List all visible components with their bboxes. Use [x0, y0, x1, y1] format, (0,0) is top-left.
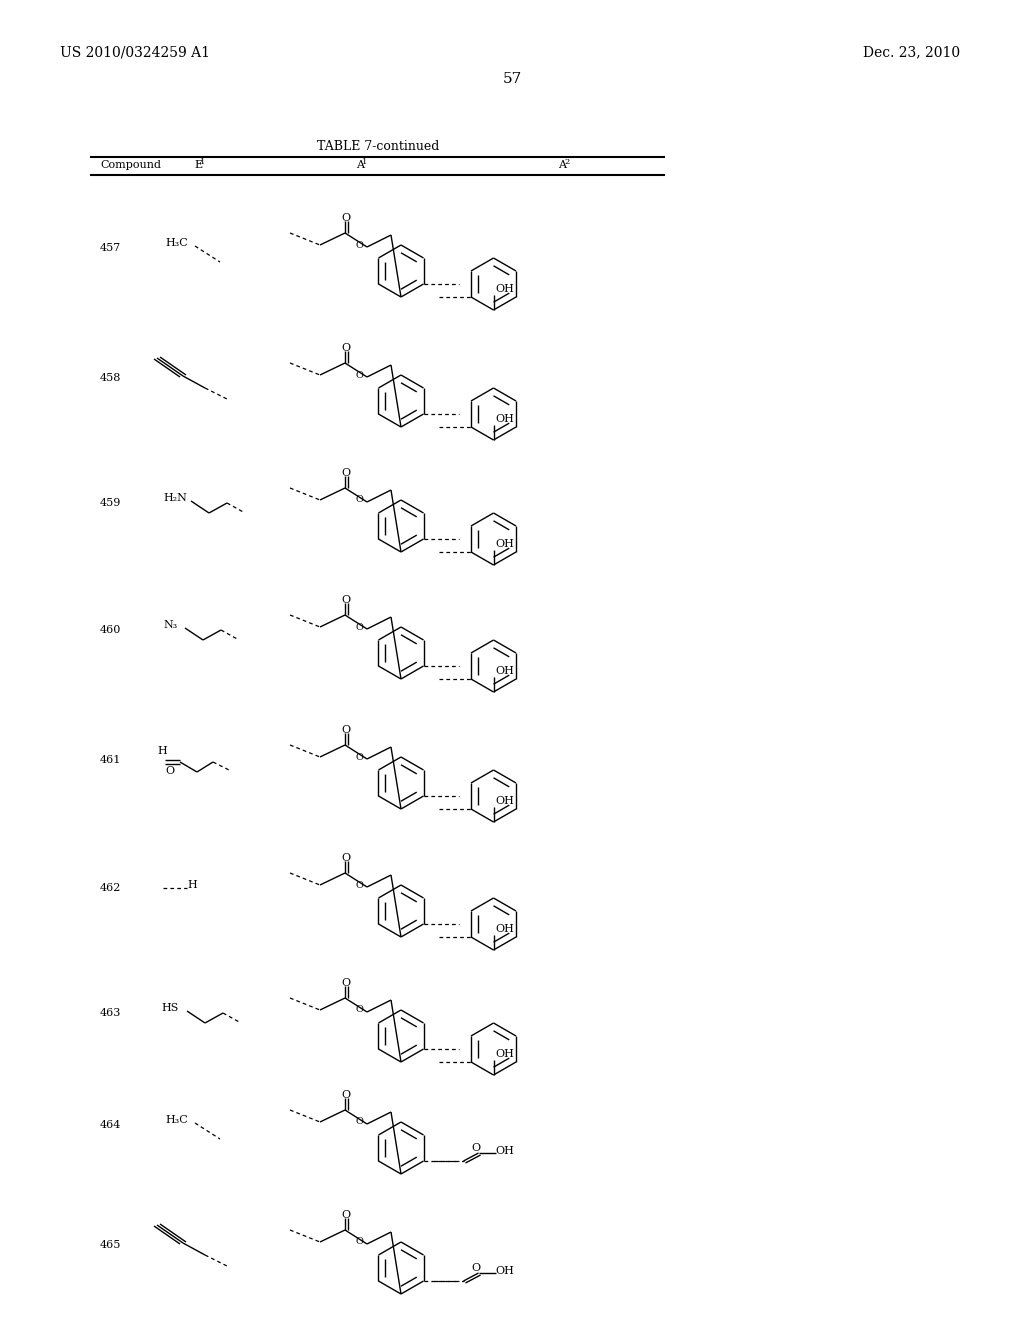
- Text: TABLE 7-continued: TABLE 7-continued: [316, 140, 439, 153]
- Text: O: O: [355, 752, 362, 762]
- Text: O: O: [355, 1118, 362, 1126]
- Text: O: O: [341, 725, 350, 735]
- Text: O: O: [471, 1143, 480, 1152]
- Text: O: O: [341, 978, 350, 987]
- Text: O: O: [341, 1090, 350, 1100]
- Text: 463: 463: [100, 1008, 122, 1018]
- Text: A: A: [356, 160, 364, 170]
- Text: H₂N: H₂N: [163, 492, 186, 503]
- Text: 458: 458: [100, 374, 122, 383]
- Text: OH: OH: [496, 1049, 514, 1059]
- Text: Dec. 23, 2010: Dec. 23, 2010: [863, 45, 961, 59]
- Text: O: O: [341, 469, 350, 478]
- Text: H₃C: H₃C: [165, 1115, 187, 1125]
- Text: O: O: [341, 213, 350, 223]
- Text: 1: 1: [362, 158, 368, 166]
- Text: O: O: [355, 1006, 362, 1015]
- Text: 2: 2: [564, 158, 569, 166]
- Text: 461: 461: [100, 755, 122, 766]
- Text: OH: OH: [496, 539, 514, 549]
- Text: O: O: [341, 1210, 350, 1220]
- Text: OH: OH: [496, 414, 514, 424]
- Text: O: O: [355, 371, 362, 380]
- Text: O: O: [341, 343, 350, 352]
- Text: E: E: [194, 160, 202, 170]
- Text: OH: OH: [496, 924, 514, 935]
- Text: O: O: [341, 853, 350, 863]
- Text: H₃C: H₃C: [165, 238, 187, 248]
- Text: O: O: [355, 495, 362, 504]
- Text: 462: 462: [100, 883, 122, 894]
- Text: O: O: [471, 1263, 480, 1272]
- Text: 465: 465: [100, 1239, 122, 1250]
- Text: 457: 457: [100, 243, 121, 253]
- Text: O: O: [355, 240, 362, 249]
- Text: A: A: [558, 160, 566, 170]
- Text: O: O: [355, 880, 362, 890]
- Text: 460: 460: [100, 624, 122, 635]
- Text: 459: 459: [100, 498, 122, 508]
- Text: H: H: [187, 880, 197, 890]
- Text: 464: 464: [100, 1119, 122, 1130]
- Text: HS: HS: [161, 1003, 178, 1012]
- Text: OH: OH: [496, 796, 514, 807]
- Text: N₃: N₃: [163, 620, 177, 630]
- Text: O: O: [341, 595, 350, 605]
- Text: US 2010/0324259 A1: US 2010/0324259 A1: [60, 45, 210, 59]
- Text: 1: 1: [200, 158, 206, 166]
- Text: Compound: Compound: [100, 160, 161, 170]
- Text: OH: OH: [496, 1146, 514, 1156]
- Text: OH: OH: [496, 1266, 514, 1276]
- Text: O: O: [355, 623, 362, 631]
- Text: OH: OH: [496, 284, 514, 294]
- Text: 57: 57: [503, 73, 521, 86]
- Text: OH: OH: [496, 667, 514, 676]
- Text: O: O: [166, 766, 174, 776]
- Text: O: O: [355, 1238, 362, 1246]
- Text: H: H: [157, 746, 167, 756]
